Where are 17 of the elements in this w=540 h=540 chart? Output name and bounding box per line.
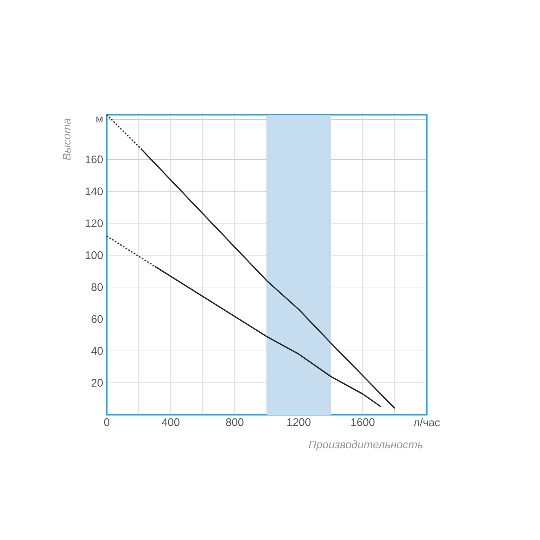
y-tick-label: 20 xyxy=(92,379,104,387)
y-tick-label: 120 xyxy=(86,220,104,228)
y-tick-label: 60 xyxy=(92,315,104,324)
x-axis-title: Производительность xyxy=(309,440,423,451)
x-tick-label: 800 xyxy=(226,418,244,426)
y-tick-label: 100 xyxy=(86,252,104,260)
y-tick-label: 40 xyxy=(91,347,104,356)
x-tick-label: 1600 xyxy=(352,418,375,426)
y-tick-label: 80 xyxy=(92,283,104,292)
x-tick-label: 0 xyxy=(104,418,110,426)
y-tick-label: 160 xyxy=(86,156,104,164)
x-tick-label: л/час xyxy=(414,418,440,427)
y-axis-title: Высота xyxy=(63,118,71,160)
y-tick-label: 140 xyxy=(86,188,104,196)
x-tick-label: 400 xyxy=(162,418,180,426)
x-tick-label: 1200 xyxy=(288,418,311,426)
y-tick-label: м xyxy=(96,116,103,123)
